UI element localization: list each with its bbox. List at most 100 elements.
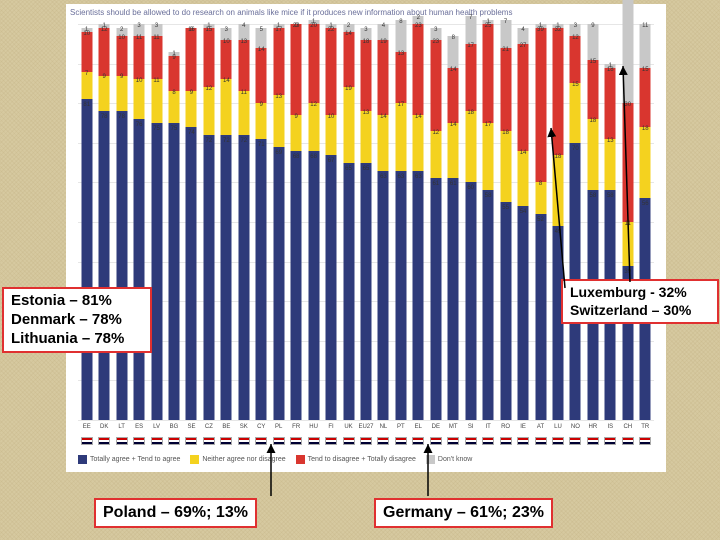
segment-disagree [308,24,319,103]
value-label: 1 [103,23,106,29]
bar-CZ: 7212151 [200,24,217,420]
flag-icon [340,436,357,446]
xlabel: FI [322,424,339,436]
value-label: 12 [432,130,439,136]
value-label: 61 [450,181,457,187]
bar-IE: 5414274 [514,24,531,420]
value-label: 1 [207,23,210,29]
segment-agree [168,123,179,420]
bar-FI: 6710221 [322,24,339,420]
bar-BG: 75891 [165,24,182,420]
flag-icon [235,436,252,446]
xlabel: ES [130,424,147,436]
value-label: 54 [520,209,527,215]
flag-icon [148,436,165,446]
value-label: 5 [260,27,263,33]
segment-agree [518,206,529,420]
segment-disagree [186,28,197,91]
value-label: 58 [590,193,597,199]
value-label: 68 [293,154,300,160]
flag-icon [165,436,182,446]
segment-dontknow [640,24,651,68]
flag-icon [462,436,479,446]
xlabel: NL [375,424,392,436]
value-label: 13 [607,138,614,144]
segment-disagree [273,28,284,95]
segment-disagree [134,36,145,80]
xlabel: DK [95,424,112,436]
legend-item-dontknow: Don't know [426,455,472,464]
bar-BE: 7214103 [218,24,235,420]
flag-icon [253,436,270,446]
xlabel: CZ [200,424,217,436]
value-label: 49 [555,229,562,235]
segment-agree [134,119,145,420]
xlabel: SI [462,424,479,436]
segment-neither [518,151,529,206]
bar-EE: 817101 [78,24,95,420]
segment-disagree [448,68,459,123]
value-label: 0 [190,27,193,33]
segment-disagree [465,44,476,111]
flag-icon [200,436,217,446]
value-label: 78 [101,114,108,120]
bar-PL: 6913171 [270,24,287,420]
segment-neither [430,131,441,179]
value-label: 2 [347,23,350,29]
flag-icon [305,436,322,446]
value-label: 39 [624,269,631,275]
xlabel: TR [637,424,654,436]
segment-agree [535,214,546,420]
flag-icon [427,436,444,446]
value-label: 12 [310,102,317,108]
value-label: 18 [642,126,649,132]
value-label: 3 [137,23,140,29]
value-label: 8 [399,19,402,25]
bar-CH: 39113031 [619,24,636,420]
bar-NL: 6314194 [375,24,392,420]
flag-icon [584,436,601,446]
segment-neither [221,79,232,134]
value-label: 17 [467,43,474,49]
segment-agree [378,171,389,420]
bar-TR: 56181511 [637,24,654,420]
value-label: 12 [206,86,213,92]
flag-icon [497,436,514,446]
xlabel: DE [427,424,444,436]
bar-UK: 6519142 [340,24,357,420]
value-label: 72 [240,138,247,144]
value-label: 63 [380,174,387,180]
value-label: 14 [450,67,457,73]
flag-icon [183,436,200,446]
bar-DK: 789121 [95,24,112,420]
value-label: 11 [241,90,247,96]
value-label: 1 [312,19,315,25]
xlabel: UK [340,424,357,436]
bar-AT: 528391 [532,24,549,420]
bar-SE: 749160 [183,24,200,420]
segment-disagree [291,24,302,115]
bar-HR: 5818159 [584,24,601,420]
value-label: 14 [223,78,230,84]
segment-agree [238,135,249,420]
value-label: 60 [467,185,474,191]
segment-disagree [360,40,371,111]
annotation-germany: Germany – 61%; 23% [374,498,553,528]
segment-neither [465,111,476,182]
xlabel: SK [235,424,252,436]
segment-agree [221,135,232,420]
flag-icon [270,436,287,446]
segment-disagree [99,28,110,76]
xlabel: RO [497,424,514,436]
xlabel: BG [165,424,182,436]
segment-disagree [203,28,214,87]
segment-agree [273,147,284,420]
value-label: 30 [624,102,631,108]
segment-disagree [168,56,179,92]
bar-FR: 689230 [287,24,304,420]
bar-SI: 6018177 [462,24,479,420]
segment-disagree [395,52,406,103]
bar-CY: 719145 [253,24,270,420]
value-label: 15 [642,67,649,73]
flag-icon [357,436,374,446]
